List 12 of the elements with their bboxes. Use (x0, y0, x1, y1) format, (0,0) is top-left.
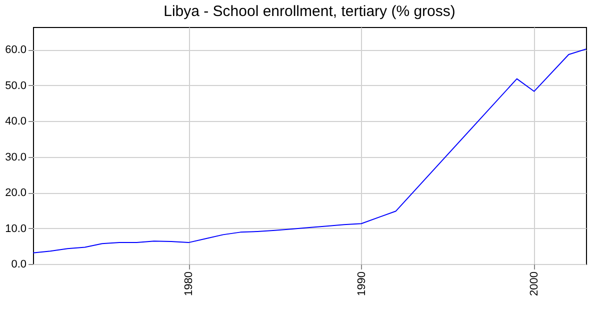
y-tick-label: 40.0 (5, 116, 26, 128)
x-tick-label: 1980 (183, 272, 196, 296)
y-tick-label: 30.0 (5, 151, 26, 164)
y-tick-label: 0.0 (11, 258, 26, 270)
y-tick-label: 50.0 (5, 80, 26, 92)
y-tick-label: 20.0 (5, 187, 26, 200)
y-tick-label: 10.0 (5, 222, 26, 235)
y-tick-label: 60.0 (5, 44, 26, 56)
line-series (33, 48, 586, 254)
chart-title: Libya - School enrollment, tertiary (% gross) (164, 3, 456, 20)
x-tick-label: 2000 (528, 272, 541, 296)
x-tick-label: 1990 (356, 272, 368, 296)
